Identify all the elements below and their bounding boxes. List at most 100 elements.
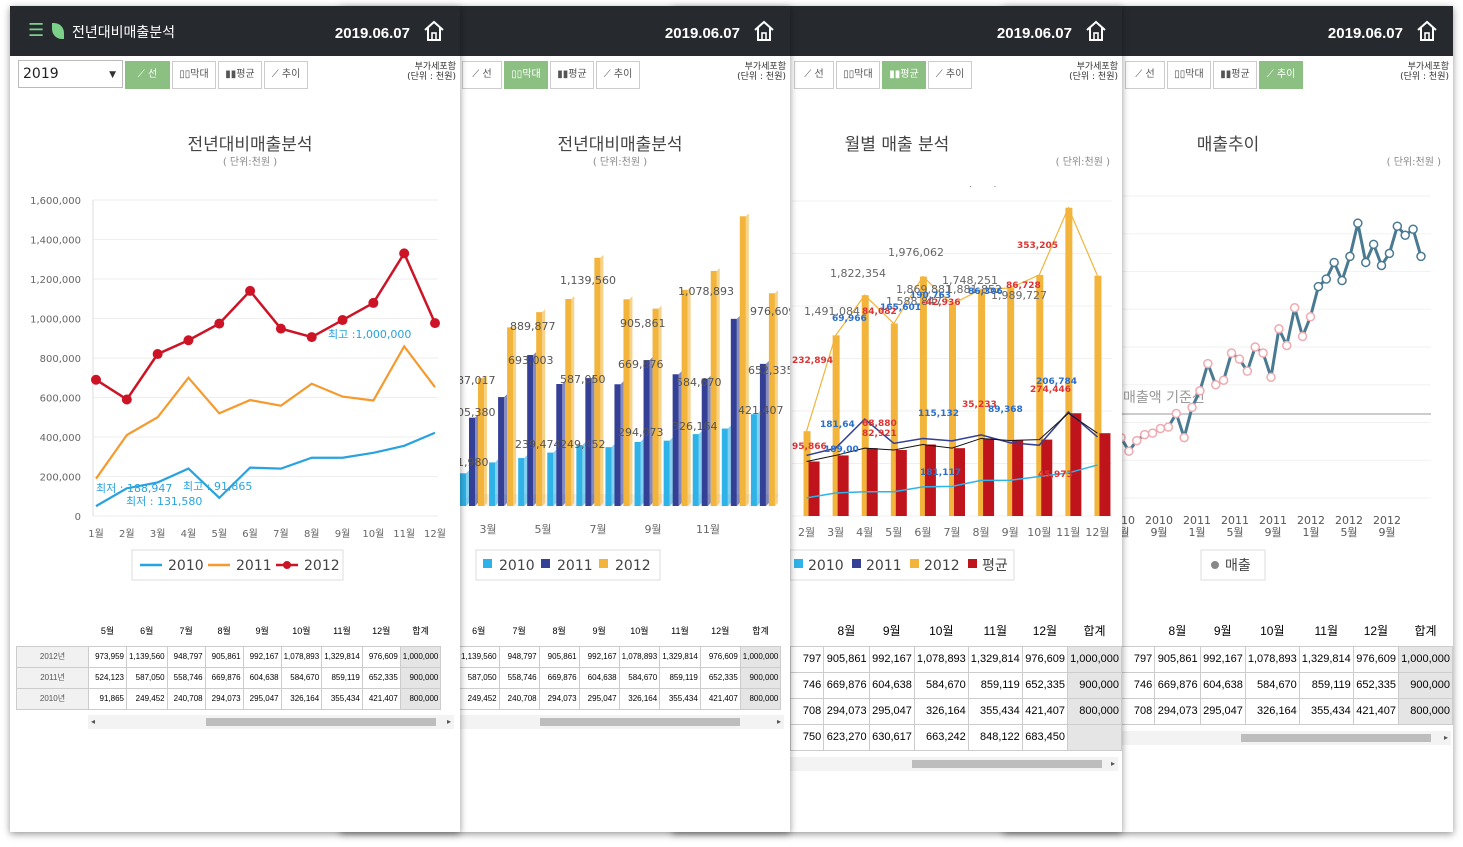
table-cell: 848,122 bbox=[967, 723, 1023, 751]
table-cell: 976,609 bbox=[699, 645, 741, 668]
data-label: 976,609 bbox=[750, 305, 790, 318]
bar bbox=[954, 448, 965, 516]
bar-side bbox=[669, 437, 673, 506]
x-tick-label: 9월 bbox=[644, 523, 661, 536]
trend-button[interactable]: ⟋ 추이 bbox=[264, 61, 308, 89]
legend-swatch bbox=[541, 559, 550, 568]
bar bbox=[556, 384, 563, 506]
bar-button[interactable]: ▯▯막대 bbox=[504, 61, 548, 89]
data-point bbox=[1218, 375, 1229, 385]
bar bbox=[489, 462, 496, 506]
table-cell: 900,000 bbox=[739, 666, 782, 689]
home-icon[interactable] bbox=[752, 19, 776, 43]
table-cell: 524,123 bbox=[88, 666, 127, 689]
table-cell: 326,164 bbox=[280, 687, 323, 710]
chart-unit: ( 단위:천원 ) bbox=[1386, 157, 1441, 168]
data-label: 1,976,062 bbox=[888, 246, 944, 259]
header-date: 2019.06.07 bbox=[664, 25, 740, 42]
horizontal-scrollbar[interactable]: ▸ bbox=[458, 715, 784, 729]
trend-button[interactable]: ⟋ 추이 bbox=[596, 61, 640, 89]
x-tick-label: 3월 bbox=[150, 528, 166, 540]
table-cell: 992,167 bbox=[578, 645, 620, 668]
bar bbox=[949, 304, 956, 516]
home-icon[interactable] bbox=[1084, 19, 1108, 43]
data-label: 693,003 bbox=[508, 354, 554, 367]
table-cell: 584,670 bbox=[1244, 671, 1300, 699]
table-cell: 630,617 bbox=[868, 723, 915, 751]
data-point bbox=[1329, 257, 1339, 268]
bar bbox=[924, 444, 936, 516]
data-point bbox=[430, 318, 440, 329]
average-button[interactable]: ▮▮평균 bbox=[218, 61, 262, 89]
trend-button[interactable]: ⟋ 추이 bbox=[928, 61, 972, 89]
data-label: 326,164 bbox=[672, 420, 718, 433]
bar-button[interactable]: ▯▯막대 bbox=[836, 61, 880, 89]
data-label: 115,132 bbox=[918, 409, 959, 419]
data-point bbox=[1163, 422, 1174, 432]
line-button[interactable]: ⟋ 선 bbox=[794, 61, 834, 89]
bar bbox=[565, 299, 572, 506]
table-cell: 669,876 bbox=[538, 666, 580, 689]
table-header-row: 5월 6월 7월 8월 9월 10월 11월 12월 합계 bbox=[17, 616, 441, 646]
x-tick-label: 3월 bbox=[479, 523, 496, 536]
x-tick-label: 5월 bbox=[1340, 526, 1357, 539]
line-button[interactable]: ⟋ 선 bbox=[462, 61, 502, 89]
legend-swatch bbox=[599, 559, 608, 568]
bar bbox=[978, 289, 986, 516]
x-tick-label: 2011 bbox=[1221, 514, 1249, 527]
trend-button[interactable]: ⟋ 추이 bbox=[1259, 61, 1303, 89]
y-tick-label: 200,000 bbox=[40, 473, 81, 484]
bar bbox=[1070, 413, 1082, 516]
bar-button[interactable]: ▯▯막대 bbox=[172, 61, 216, 89]
x-tick-label: 5월 bbox=[534, 523, 551, 536]
table-row: 587,050 558,746 669,876 604,638 584,670 859,1… bbox=[458, 666, 782, 689]
x-tick-label: 10월 bbox=[362, 528, 384, 540]
data-label: 353,205 bbox=[1017, 241, 1058, 251]
column-header: 합계 bbox=[752, 626, 769, 637]
data-point bbox=[1195, 386, 1205, 396]
table-cell: 859,119 bbox=[659, 666, 701, 689]
table-cell: 800,000 bbox=[739, 687, 782, 710]
horizontal-scrollbar[interactable]: ◂ ▸ bbox=[88, 715, 454, 729]
table-row: 708 294,073 295,047 326,164 355,434 421,407 80… bbox=[1120, 697, 1453, 725]
average-button[interactable]: ▮▮평균 bbox=[550, 61, 594, 89]
horizontal-scrollbar[interactable]: ▸ bbox=[1121, 731, 1451, 745]
table-cell: 750 bbox=[789, 723, 825, 751]
line-button[interactable]: ⟋ 선 bbox=[125, 61, 170, 89]
data-point bbox=[1337, 275, 1347, 286]
data-point bbox=[1139, 429, 1150, 440]
table-cell: 1,078,893 bbox=[618, 645, 661, 668]
data-label: 1,139,560 bbox=[560, 274, 616, 287]
x-tick-label: 8월 bbox=[973, 526, 990, 539]
bar bbox=[652, 308, 659, 506]
bar bbox=[663, 440, 670, 506]
data-point bbox=[1124, 446, 1134, 456]
home-icon[interactable] bbox=[422, 19, 446, 43]
average-button[interactable]: ▮▮평균 bbox=[1213, 61, 1257, 89]
legend-box bbox=[475, 549, 661, 581]
x-tick-label: 6월 bbox=[242, 528, 258, 540]
table-cell: 295,047 bbox=[868, 697, 915, 725]
data-label: 587,017 bbox=[450, 374, 496, 387]
year-select[interactable]: 2019 ▼ bbox=[18, 60, 123, 88]
bar-button[interactable]: ▯▯막대 bbox=[1167, 61, 1211, 89]
horizontal-scrollbar[interactable]: ▸ bbox=[790, 757, 1118, 771]
x-tick-label: 12월 bbox=[424, 528, 446, 540]
menu-icon[interactable]: ☰ bbox=[28, 20, 45, 41]
data-point bbox=[1408, 224, 1418, 234]
line-button[interactable]: ⟋ 선 bbox=[1125, 61, 1165, 89]
legend-swatch bbox=[968, 559, 977, 568]
data-label: 89,368 bbox=[988, 405, 1023, 415]
bar bbox=[498, 397, 505, 506]
data-label: 587,050 bbox=[560, 373, 606, 386]
data-point bbox=[1305, 312, 1316, 322]
table-cell: 326,164 bbox=[618, 687, 661, 710]
trend-chart: 매출액 기준선20105월20109월20111월20115월20119월201… bbox=[1107, 195, 1431, 581]
average-button[interactable]: ▮▮평균 bbox=[882, 61, 926, 89]
table-cell: 708 bbox=[789, 697, 825, 725]
table-cell: 604,638 bbox=[868, 671, 915, 699]
table-cell: 859,119 bbox=[1298, 671, 1354, 699]
data-label: 35,233 bbox=[962, 400, 997, 410]
home-icon[interactable] bbox=[1415, 19, 1439, 43]
monthly-bar-chart: 2월 3월 4월 5월 6월 7월 8월 9월 10월 11월 12월 2,544,367 1,976,… bbox=[789, 186, 1112, 581]
